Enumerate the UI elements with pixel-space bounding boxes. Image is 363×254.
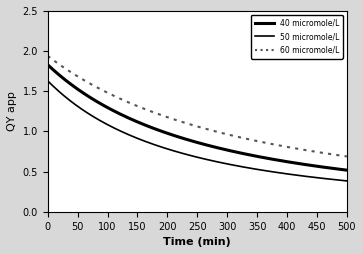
Legend: 40 micromole/L, 50 micromole/L, 60 micromole/L: 40 micromole/L, 50 micromole/L, 60 micro… — [251, 15, 343, 59]
X-axis label: Time (min): Time (min) — [163, 237, 231, 247]
Y-axis label: QY app: QY app — [7, 91, 17, 131]
